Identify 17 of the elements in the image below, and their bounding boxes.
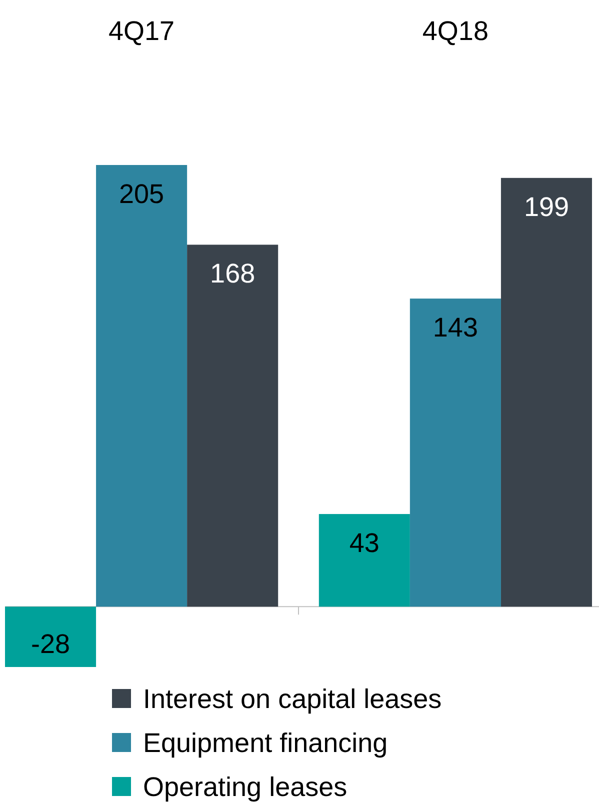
data-label: 205 (119, 179, 164, 209)
legend-label: Operating leases (143, 772, 348, 802)
bar (187, 244, 278, 607)
bar (500, 178, 592, 607)
data-label: 143 (432, 312, 478, 343)
x-tick-label: 4Q18 (422, 16, 488, 46)
legend-label: Equipment financing (143, 728, 388, 758)
data-label: 199 (524, 192, 570, 222)
bar (5, 606, 96, 667)
legend-label: Interest on capital leases (143, 684, 442, 714)
bar (96, 165, 188, 607)
bar (410, 298, 501, 607)
data-label: -28 (31, 629, 70, 659)
data-label: 43 (349, 528, 380, 558)
bar (318, 514, 410, 607)
data-label: 168 (210, 258, 256, 289)
x-tick-label: 4Q17 (108, 16, 175, 46)
